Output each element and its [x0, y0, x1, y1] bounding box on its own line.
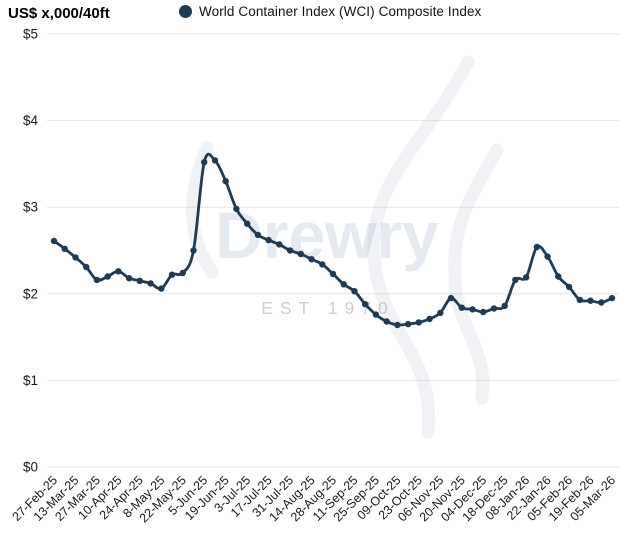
x-axis-labels: 27-Feb-2513-Mar-2527-Mar-2510-Apr-2524-A…	[9, 473, 618, 525]
data-point-marker[interactable]	[469, 306, 476, 313]
data-point-marker[interactable]	[83, 263, 90, 271]
data-point-marker[interactable]	[458, 304, 465, 311]
data-point-marker[interactable]	[480, 308, 487, 316]
data-point-marker[interactable]	[190, 247, 197, 254]
data-point-marker[interactable]	[351, 288, 358, 295]
flame-watermark-icon	[448, 143, 504, 405]
data-point-marker[interactable]	[104, 273, 111, 280]
data-point-marker[interactable]	[276, 241, 283, 248]
flame-watermark-icon	[367, 55, 475, 439]
data-point-marker[interactable]	[490, 305, 498, 312]
legend-label: World Container Index (WCI) Composite In…	[199, 4, 482, 19]
data-point-marker[interactable]	[415, 319, 422, 326]
data-point-marker[interactable]	[61, 245, 68, 252]
drewry-watermark: Drewry EST 1970	[186, 55, 504, 439]
data-point-marker[interactable]	[447, 294, 455, 302]
data-point-marker[interactable]	[372, 311, 380, 318]
y-axis-tick-label: $5	[23, 27, 38, 42]
data-point-marker[interactable]	[286, 247, 294, 254]
data-point-marker[interactable]	[72, 254, 79, 261]
data-point-marker[interactable]	[308, 256, 315, 263]
data-point-marker[interactable]	[115, 268, 122, 275]
legend-item-wci[interactable]: World Container Index (WCI) Composite In…	[179, 4, 481, 19]
data-point-marker[interactable]	[319, 261, 326, 268]
watermark-brand-text: Drewry	[215, 198, 439, 272]
data-point-marker[interactable]	[297, 250, 304, 258]
data-point-marker[interactable]	[426, 315, 433, 323]
data-point-marker[interactable]	[394, 321, 401, 329]
data-point-marker[interactable]	[244, 220, 251, 227]
data-point-marker[interactable]	[168, 271, 176, 278]
watermark-tagline-text: EST 1970	[261, 298, 395, 318]
data-point-marker[interactable]	[93, 276, 101, 284]
data-point-marker[interactable]	[362, 301, 369, 308]
data-point-marker[interactable]	[136, 277, 143, 284]
data-point-marker[interactable]	[565, 283, 573, 291]
y-axis-tick-label: $4	[23, 113, 39, 128]
data-point-marker[interactable]	[501, 302, 508, 310]
data-point-marker[interactable]	[576, 296, 583, 304]
data-point-marker[interactable]	[201, 159, 208, 166]
series-wci	[50, 152, 616, 329]
data-point-marker[interactable]	[329, 270, 337, 278]
data-point-marker[interactable]	[598, 299, 605, 306]
data-point-marker[interactable]	[254, 231, 262, 239]
data-point-marker[interactable]	[608, 294, 616, 302]
y-axis-tick-label: $3	[23, 200, 38, 215]
data-point-marker[interactable]	[265, 236, 272, 244]
legend-marker-icon	[179, 5, 192, 18]
data-point-marker[interactable]	[340, 281, 347, 288]
data-point-marker[interactable]	[50, 237, 58, 245]
y-axis-tick-label: $2	[23, 286, 38, 301]
y-axis-units-label: US$ x,000/40ft	[8, 5, 110, 22]
y-axis-tick-label: $0	[23, 460, 38, 475]
flame-watermark-icon	[186, 141, 219, 279]
data-point-marker[interactable]	[211, 157, 219, 164]
y-gridlines: $0 $1 $2 $3 $4 $5	[23, 27, 619, 475]
data-point-marker[interactable]	[544, 253, 551, 260]
y-axis-tick-label: $1	[23, 373, 38, 388]
data-point-marker[interactable]	[222, 178, 229, 185]
data-point-marker[interactable]	[587, 297, 594, 304]
data-point-marker[interactable]	[147, 280, 154, 287]
data-point-marker[interactable]	[404, 320, 412, 328]
data-point-marker[interactable]	[437, 309, 444, 317]
data-point-marker[interactable]	[158, 285, 165, 292]
chart-header: US$ x,000/40ft World Container Index (WC…	[0, 0, 626, 30]
data-point-marker[interactable]	[512, 276, 519, 284]
data-point-marker[interactable]	[179, 269, 186, 277]
data-point-marker[interactable]	[533, 243, 541, 251]
data-point-marker[interactable]	[383, 318, 390, 325]
data-point-marker[interactable]	[125, 275, 133, 282]
data-point-marker[interactable]	[555, 273, 562, 280]
data-point-marker[interactable]	[233, 205, 240, 213]
data-point-marker[interactable]	[523, 274, 530, 281]
